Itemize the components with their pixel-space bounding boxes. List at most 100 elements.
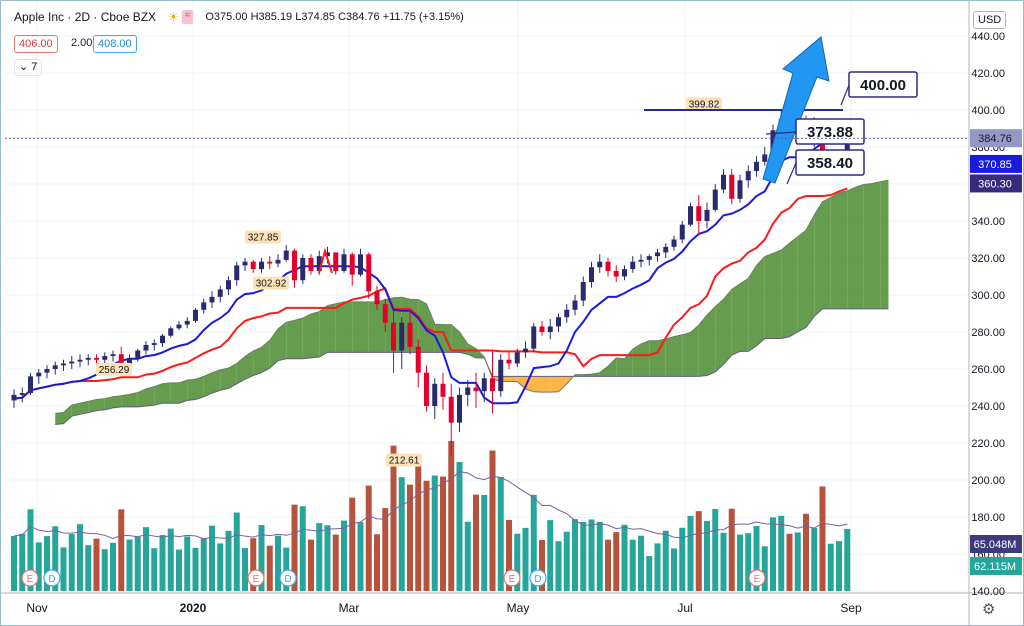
cloud-segment [641,340,650,377]
cloud-segment [542,376,551,393]
volume-bar [514,533,521,591]
volume-bar [242,548,248,591]
candle [745,165,751,188]
cloud-segment [96,398,105,411]
dividend-marker: D [529,569,547,587]
cloud-segment [327,303,336,353]
candle-body [234,265,240,281]
annotation-label: 399.82 [689,99,720,110]
volume-bar [159,535,166,591]
market-status-icon[interactable]: ≈ [181,10,194,24]
cloud-segment [286,320,295,359]
candle [729,169,735,205]
candle-body [490,378,495,392]
candle-body [374,291,380,305]
candle-body [226,280,231,290]
cloud-segment [129,392,138,407]
candle [61,359,66,371]
cloud-segment [88,399,97,413]
volume-bar [761,546,768,591]
volume-bar [324,525,331,591]
ask-price[interactable]: 408.00 [93,35,137,53]
price-annotation: 327.85 [245,230,281,244]
cloud-segment [715,299,724,372]
volume-bar [192,547,199,591]
indicator-toggle[interactable]: ⌄ 7 [14,59,43,76]
volume-bar [481,494,488,591]
event-label: D [284,574,291,585]
candle [440,372,446,410]
candle [358,248,363,277]
cloud-segment [632,344,641,377]
cloud-segment [599,366,608,377]
callout-box [848,71,918,98]
candle-body [283,250,289,260]
candle-body [308,258,314,271]
candle [94,354,99,364]
volume-bar [522,527,529,591]
cloud-segment [509,376,518,382]
volume-bar [11,535,17,591]
symbol-title[interactable]: Apple Inc · 2D · Cboe BZX [14,10,157,24]
candle-body [358,254,363,275]
callout-label: 373.88 [807,124,853,141]
volume-bar [349,497,356,591]
candle [721,169,726,194]
bid-price[interactable]: 406.00 [14,35,58,53]
candle-body [160,335,165,344]
candle [259,258,264,273]
volume-bar [753,526,760,591]
gear-icon[interactable]: ⚙ [982,601,996,618]
volume-bar [654,543,661,591]
candle-body [143,344,149,351]
candle [176,320,182,331]
cloud-segment [236,356,245,384]
candle-body [176,324,182,329]
candle-body [77,359,83,362]
cloud-segment [830,192,839,309]
cloud-segment [855,184,864,309]
candle [85,354,91,366]
volume-bar [803,513,809,591]
sun-icon[interactable]: ☀ [168,10,179,24]
callout-label: 400.00 [860,77,906,94]
candle [69,356,75,369]
candle-body [556,317,561,327]
event-circle [247,569,265,587]
cloud-segment [608,357,617,377]
event-circle [21,569,39,587]
candle [580,276,586,307]
earnings-marker: E [247,569,265,587]
candle [391,309,396,373]
cloud-segment [558,376,567,392]
volume-bar [85,545,92,591]
volume-bar [209,525,215,591]
currency-button[interactable]: USD [973,11,1007,29]
cloud-segment [344,301,353,353]
volume-bar [60,547,67,591]
dividend-marker: D [43,569,61,587]
cloud-segment [195,376,204,400]
cloud-segment [773,250,782,339]
volume-bar [44,536,50,591]
annotation-box [245,230,281,244]
candle-body [712,189,718,210]
candle-body [300,258,306,281]
candle [523,341,528,358]
volume-bar [184,536,191,591]
price-axis-label-text: 360.30 [978,178,1012,190]
candle-body [663,246,669,253]
candle [19,387,25,403]
volume-bar [621,524,628,591]
candle-body [745,171,751,181]
candle-body [52,365,58,369]
volume-bar [720,532,727,591]
volume-bar [794,532,801,591]
price-axis-label-bg [970,535,1022,553]
cloud-segment [764,253,773,339]
volume-bar [596,521,603,591]
span-a-line [55,179,889,414]
cloud-segment [71,403,80,417]
annotation-box [386,453,422,467]
